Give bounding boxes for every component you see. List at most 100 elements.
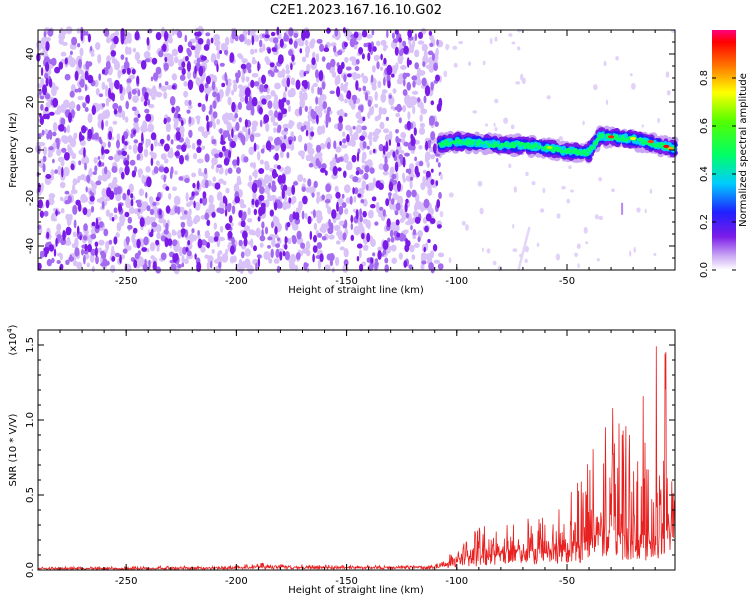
noise-speckle xyxy=(432,143,437,154)
noise-speckle xyxy=(353,195,357,203)
noise-speckle xyxy=(329,258,333,267)
noise-speckle xyxy=(214,182,221,190)
noise-speckle xyxy=(253,208,258,216)
noise-speckle xyxy=(135,199,142,204)
noise-speckle xyxy=(484,123,489,127)
noise-speckle xyxy=(151,228,154,234)
noise-speckle xyxy=(342,224,346,229)
noise-speckle xyxy=(116,133,121,141)
noise-speckle xyxy=(240,251,245,259)
noise-speckle xyxy=(311,192,315,198)
noise-speckle xyxy=(68,146,73,156)
noise-speckle xyxy=(117,105,123,113)
signal-speckle xyxy=(442,141,445,144)
signal-speckle xyxy=(503,141,508,146)
noise-speckle xyxy=(361,30,368,38)
noise-speckle xyxy=(60,208,65,214)
noise-speckle xyxy=(128,145,132,150)
noise-speckle xyxy=(272,37,279,44)
noise-speckle xyxy=(45,77,49,87)
noise-speckle xyxy=(241,74,246,83)
noise-speckle xyxy=(334,76,339,86)
noise-speckle xyxy=(373,148,376,154)
noise-speckle xyxy=(310,108,315,118)
noise-speckle xyxy=(402,105,407,113)
noise-speckle xyxy=(598,177,602,182)
noise-speckle xyxy=(349,56,357,62)
noise-speckle xyxy=(204,83,209,89)
noise-speckle xyxy=(299,48,303,54)
noise-speckle xyxy=(418,70,426,76)
noise-speckle xyxy=(422,61,426,67)
noise-speckle xyxy=(250,238,254,249)
noise-speckle xyxy=(430,154,435,160)
noise-speckle xyxy=(293,40,298,49)
noise-speckle xyxy=(128,74,136,80)
noise-speckle xyxy=(196,139,202,145)
noise-speckle xyxy=(139,188,144,194)
noise-speckle xyxy=(122,192,127,201)
signal-speckle xyxy=(469,140,473,144)
noise-speckle xyxy=(140,60,147,70)
noise-speckle xyxy=(85,186,88,193)
noise-speckle xyxy=(358,249,362,259)
signal-speckle xyxy=(592,142,596,146)
noise-speckle xyxy=(250,48,255,55)
noise-speckle xyxy=(214,153,220,159)
noise-speckle xyxy=(296,230,302,240)
noise-speckle xyxy=(361,156,365,164)
noise-speckle xyxy=(316,114,319,125)
noise-speckle xyxy=(127,216,132,224)
noise-speckle xyxy=(248,127,251,136)
noise-speckle xyxy=(259,39,263,48)
noise-speckle xyxy=(186,109,191,114)
noise-speckle xyxy=(395,136,400,144)
noise-speckle xyxy=(238,117,242,123)
noise-speckle xyxy=(86,174,91,183)
noise-speckle xyxy=(297,134,303,143)
noise-speckle xyxy=(78,131,83,142)
noise-speckle xyxy=(95,88,100,96)
noise-speckle xyxy=(111,245,115,255)
noise-speckle xyxy=(48,78,53,88)
noise-speckle xyxy=(124,211,130,218)
noise-speckle xyxy=(139,217,145,228)
noise-speckle xyxy=(288,197,292,204)
noise-speckle xyxy=(204,230,210,239)
noise-speckle xyxy=(156,232,161,240)
colorbar-tick-label: 0.0 xyxy=(699,262,710,278)
noise-speckle xyxy=(179,215,187,220)
noise-speckle xyxy=(143,51,151,59)
noise-speckle xyxy=(472,110,478,114)
noise-speckle xyxy=(629,73,633,77)
noise-speckle xyxy=(412,234,417,240)
signal-speckle xyxy=(655,144,658,147)
noise-speckle xyxy=(525,171,529,177)
noise-speckle xyxy=(47,28,54,37)
noise-speckle xyxy=(282,184,288,191)
signal-hotspot xyxy=(546,146,553,150)
snr-plot-area xyxy=(38,330,675,570)
noise-speckle xyxy=(126,67,131,75)
noise-speckle xyxy=(102,258,108,267)
noise-speckle xyxy=(52,122,58,132)
noise-speckle xyxy=(271,168,277,179)
noise-speckle xyxy=(145,113,152,122)
noise-speckle xyxy=(275,248,280,258)
noise-speckle xyxy=(248,95,252,104)
noise-speckle xyxy=(198,65,204,77)
noise-speckle xyxy=(409,180,413,189)
noise-speckle xyxy=(273,201,278,211)
noise-speckle xyxy=(97,156,101,160)
noise-speckle xyxy=(163,117,167,125)
noise-speckle xyxy=(395,202,401,211)
noise-speckle xyxy=(429,218,436,224)
noise-speckle xyxy=(60,158,65,167)
noise-speckle xyxy=(247,29,251,36)
noise-speckle xyxy=(65,226,72,236)
noise-speckle xyxy=(98,73,102,81)
noise-speckle xyxy=(382,248,387,255)
noise-speckle xyxy=(61,166,64,178)
colorbar-ticks: 0.00.20.40.60.8 xyxy=(699,70,736,278)
noise-speckle xyxy=(629,250,632,257)
